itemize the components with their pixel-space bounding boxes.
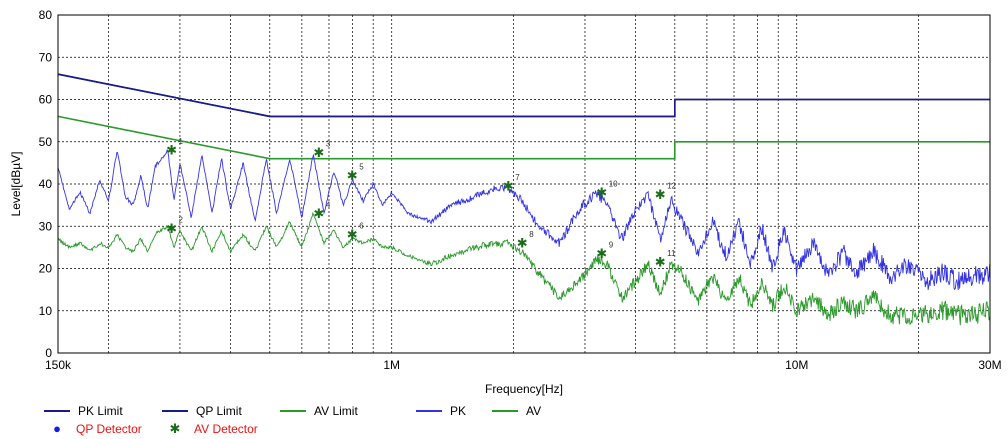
av-limit-line (57, 115, 990, 160)
plot-frame (57, 14, 991, 354)
legend-swatch-pk-limit (44, 410, 70, 412)
qp-detector-marker: ✱ (313, 146, 324, 161)
pk-limit-line (57, 73, 990, 118)
qp-limit-line (57, 73, 990, 118)
legend-label-pk-limit: PK Limit (78, 404, 123, 418)
legend-item-qp-limit: QP Limit (162, 402, 242, 420)
detector-marker-label: 12 (667, 182, 676, 191)
x-tick-label: 150k (45, 358, 72, 372)
detector-marker-label: 4 (326, 201, 331, 210)
detector-marker-label: 3 (326, 139, 331, 148)
pk-line (57, 149, 991, 291)
y-tick-label: 0 (45, 346, 52, 360)
legend-swatch-av (492, 410, 518, 412)
av-detector-marker: ✱ (596, 247, 607, 262)
tick-labels: 0 10 20 30 40 50 60 70 80 150k 1M 10M 30M (39, 8, 1002, 372)
qp-detector-marker: ✱ (166, 144, 177, 159)
y-tick-label: 10 (39, 304, 53, 318)
legend: PK Limit QP Limit AV Limit PK AV ● QP De… (44, 402, 644, 438)
legend-label-qp-detector: QP Detector (76, 422, 142, 436)
qp-detector-marker: ✱ (596, 186, 607, 201)
y-tick-label: 20 (39, 262, 53, 276)
detector-marker-label: 5 (359, 163, 364, 172)
x-tick-label: 1M (383, 358, 400, 372)
detector-marker-label: 10 (609, 179, 618, 188)
detector-marker-label: 9 (609, 241, 614, 250)
av-line (57, 211, 991, 326)
legend-markers-row: ● QP Detector ✱ AV Detector (44, 420, 644, 438)
av-detector-star-icon: ✱ (169, 421, 181, 436)
av-detector-marker: ✱ (347, 228, 358, 243)
legend-label-av-detector: AV Detector (194, 422, 258, 436)
series-layer (57, 73, 991, 326)
qp-detector-marker: ✱ (655, 188, 666, 203)
legend-swatch-av-limit (280, 410, 306, 412)
legend-item-av-limit: AV Limit (280, 402, 358, 420)
y-tick-label: 40 (39, 177, 53, 191)
y-tick-label: 70 (39, 50, 53, 64)
av-detector-marker: ✱ (517, 237, 528, 252)
x-tick-label: 10M (785, 358, 808, 372)
qp-detector-dot-icon: ● (53, 421, 61, 436)
legend-item-pk-limit: PK Limit (44, 402, 123, 420)
legend-item-pk: PK (416, 402, 466, 420)
legend-item-av: AV (492, 402, 541, 420)
qp-detector-marker: ✱ (503, 180, 514, 195)
legend-swatch-pk (416, 410, 442, 412)
x-tick-label: 30M (978, 358, 1001, 372)
legend-label-qp-limit: QP Limit (196, 404, 242, 418)
legend-item-qp-detector: ● QP Detector (44, 420, 142, 438)
detector-marker-label: 2 (179, 215, 184, 224)
av-detector-marker: ✱ (655, 256, 666, 271)
marker-layer: ✱1✱2✱3✱4✱5✱6✱7✱8✱9✱10✱11✱12 (166, 137, 677, 270)
legend-label-av-limit: AV Limit (314, 404, 358, 418)
grid-lines (58, 15, 990, 353)
legend-label-pk: PK (450, 404, 467, 418)
x-axis-title: Frequency[Hz] (485, 382, 563, 396)
y-tick-label: 50 (39, 135, 53, 149)
detector-marker-label: 11 (667, 249, 676, 258)
av-detector-marker: ✱ (313, 207, 324, 222)
detector-marker-label: 1 (179, 137, 184, 146)
y-tick-label: 80 (39, 8, 53, 22)
detector-marker-label: 7 (515, 173, 520, 182)
emission-chart: ✱1✱2✱3✱4✱5✱6✱7✱8✱9✱10✱11✱12 010203040506… (9, 8, 1002, 396)
qp-detector-marker: ✱ (347, 169, 358, 184)
detector-marker-label: 6 (359, 222, 364, 231)
y-axis-title: Level[dBµV] (9, 152, 23, 217)
legend-lines-row: PK Limit QP Limit AV Limit PK AV (44, 402, 644, 420)
av-detector-marker: ✱ (166, 222, 177, 237)
legend-item-av-detector: ✱ AV Detector (162, 420, 258, 438)
legend-label-av: AV (526, 404, 542, 418)
y-tick-label: 60 (39, 93, 53, 107)
y-tick-label: 30 (39, 219, 53, 233)
legend-swatch-qp-limit (162, 410, 188, 412)
detector-marker-label: 8 (529, 230, 534, 239)
